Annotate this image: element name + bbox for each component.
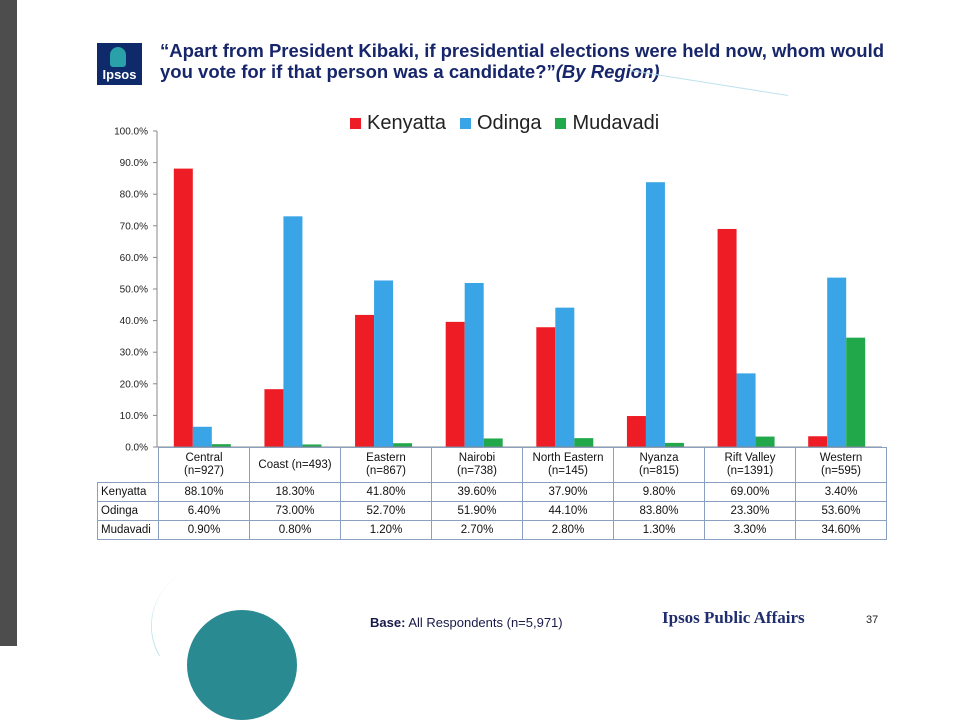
- bar-mudavadi-2: [393, 443, 413, 447]
- title-tail: (By Region): [555, 61, 660, 82]
- base-label: Base:: [370, 615, 406, 630]
- table-cell: 0.90%: [158, 520, 250, 540]
- row-label: Kenyatta: [97, 482, 159, 502]
- table-corner: [97, 447, 159, 483]
- table-cell: 34.60%: [795, 520, 887, 540]
- bar-kenyatta-3: [445, 321, 465, 447]
- table-cell: 41.80%: [340, 482, 432, 502]
- legend-swatch-kenyatta: [350, 118, 361, 129]
- bar-kenyatta-7: [808, 436, 828, 447]
- y-tick-label: 50.0%: [120, 285, 148, 296]
- bar-mudavadi-0: [211, 444, 231, 447]
- table-cell: 37.90%: [522, 482, 614, 502]
- table-header-cell: Nairobi (n=738): [431, 447, 523, 483]
- table-cell: 83.80%: [613, 501, 705, 521]
- row-label: Odinga: [97, 501, 159, 521]
- table-row: Mudavadi 0.90% 0.80% 1.20% 2.70% 2.80% 1…: [97, 520, 887, 540]
- legend-swatch-odinga: [459, 118, 471, 129]
- base-text: All Respondents (n=5,971): [408, 615, 563, 630]
- bar-mudavadi-6: [755, 436, 775, 447]
- footer-brand: Ipsos Public Affairs: [662, 608, 805, 627]
- bar-mudavadi-7: [846, 337, 866, 447]
- table-header-cell: Coast (n=493): [249, 447, 341, 483]
- table-cell: 3.40%: [795, 482, 887, 502]
- row-label: Mudavadi: [97, 520, 159, 540]
- y-tick-label: 30.0%: [120, 348, 148, 359]
- bar-odinga-2: [374, 280, 394, 447]
- legend-label-kenyatta: Kenyatta: [367, 112, 446, 134]
- table-cell: 52.70%: [340, 501, 432, 521]
- base-note: Base: All Respondents (n=5,971): [370, 615, 563, 630]
- bar-mudavadi-3: [483, 438, 503, 447]
- page-number: 37: [866, 614, 879, 626]
- bar-kenyatta-1: [264, 389, 284, 447]
- table-cell: 88.10%: [158, 482, 250, 502]
- y-tick-label: 20.0%: [120, 379, 148, 390]
- table-cell: 73.00%: [249, 501, 341, 521]
- legend-label-odinga: Odinga: [476, 112, 542, 134]
- ipsos-logo: Ipsos: [97, 43, 142, 85]
- legend-label-mudavadi: Mudavadi: [572, 112, 660, 134]
- table-cell: 3.30%: [704, 520, 796, 540]
- table-header-cell: Western (n=595): [795, 447, 887, 483]
- chart-legend: Kenyatta Odinga Mudavadi: [350, 112, 659, 135]
- page-title: “Apart from President Kibaki, if preside…: [160, 40, 920, 82]
- data-table: Central (n=927) Coast (n=493) Eastern (n=8…: [97, 447, 887, 540]
- y-tick-label: 40.0%: [120, 316, 148, 327]
- bar-odinga-7: [827, 277, 847, 447]
- table-header-cell: Central (n=927): [158, 447, 250, 483]
- bar-kenyatta-4: [536, 327, 556, 447]
- bar-odinga-3: [464, 282, 484, 447]
- bar-kenyatta-0: [173, 168, 193, 447]
- table-header-cell: Eastern (n=867): [340, 447, 432, 483]
- table-cell: 69.00%: [704, 482, 796, 502]
- table-header-cell: Rift Valley (n=1391): [704, 447, 796, 483]
- bar-odinga-4: [555, 307, 575, 447]
- bar-kenyatta-2: [355, 314, 375, 447]
- table-cell: 6.40%: [158, 501, 250, 521]
- bar-mudavadi-1: [302, 444, 322, 447]
- table-cell: 18.30%: [249, 482, 341, 502]
- legend-item-odinga: Odinga: [459, 112, 542, 135]
- y-tick-label: 10.0%: [120, 411, 148, 422]
- y-tick-label: 60.0%: [120, 253, 148, 264]
- legend-item-mudavadi: Mudavadi: [555, 112, 659, 135]
- table-row: Odinga 6.40% 73.00% 52.70% 51.90% 44.10%…: [97, 501, 887, 521]
- bar-kenyatta-6: [717, 228, 737, 447]
- table-cell: 39.60%: [431, 482, 523, 502]
- bar-mudavadi-5: [664, 442, 684, 447]
- table-cell: 2.80%: [522, 520, 614, 540]
- table-cell: 44.10%: [522, 501, 614, 521]
- bar-odinga-5: [645, 182, 665, 447]
- table-cell: 23.30%: [704, 501, 796, 521]
- y-tick-label: 90.0%: [120, 158, 148, 169]
- table-header-cell: North Eastern (n=145): [522, 447, 614, 483]
- bar-odinga-6: [736, 373, 756, 447]
- y-tick-label: 70.0%: [120, 221, 148, 232]
- table-row: Kenyatta 88.10% 18.30% 41.80% 39.60% 37.…: [97, 482, 887, 502]
- table-cell: 2.70%: [431, 520, 523, 540]
- table-cell: 1.30%: [613, 520, 705, 540]
- bar-chart: 0.0%10.0%20.0%30.0%40.0%50.0%60.0%70.0%8…: [114, 127, 882, 454]
- table-cell: 9.80%: [613, 482, 705, 502]
- decorative-circle: [187, 610, 297, 720]
- table-cell: 51.90%: [431, 501, 523, 521]
- bar-odinga-1: [283, 216, 303, 447]
- y-tick-label: 100.0%: [114, 127, 148, 138]
- title-main: “Apart from President Kibaki, if preside…: [160, 40, 885, 82]
- left-edge-bar: [0, 0, 17, 646]
- table-cell: 53.60%: [795, 501, 887, 521]
- logo-text: Ipsos: [102, 67, 137, 82]
- y-tick-label: 80.0%: [120, 190, 148, 201]
- logo-mark-icon: [110, 47, 126, 67]
- legend-item-kenyatta: Kenyatta: [350, 112, 446, 135]
- table-header-cell: Nyanza (n=815): [613, 447, 705, 483]
- table-cell: 1.20%: [340, 520, 432, 540]
- table-cell: 0.80%: [249, 520, 341, 540]
- bar-odinga-0: [192, 426, 212, 447]
- legend-swatch-mudavadi: [555, 118, 567, 129]
- bar-kenyatta-5: [626, 416, 646, 447]
- table-header-row: Central (n=927) Coast (n=493) Eastern (n=8…: [97, 447, 887, 483]
- bar-mudavadi-4: [574, 438, 594, 447]
